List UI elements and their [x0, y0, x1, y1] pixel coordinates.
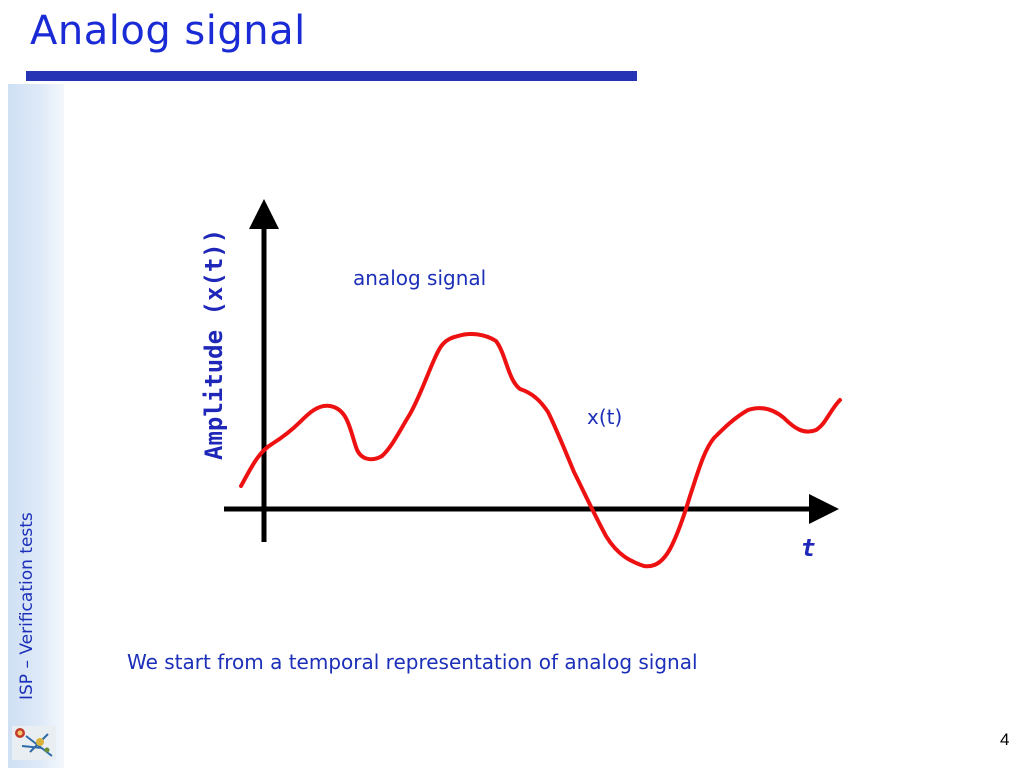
curve-annotation: x(t) [587, 405, 623, 429]
sidebar-band [8, 84, 64, 768]
isp-logo-icon [12, 726, 56, 760]
page-number: 4 [1000, 730, 1010, 749]
signal-annotation: analog signal [353, 266, 487, 290]
slide-caption: We start from a temporal representation … [127, 650, 698, 674]
slide-title: Analog signal [30, 8, 306, 54]
x-axis-label: t [801, 534, 816, 562]
signal-curve [239, 331, 842, 569]
title-underline [26, 71, 637, 81]
y-axis-label: Amplitude (x(t)) [200, 228, 228, 460]
